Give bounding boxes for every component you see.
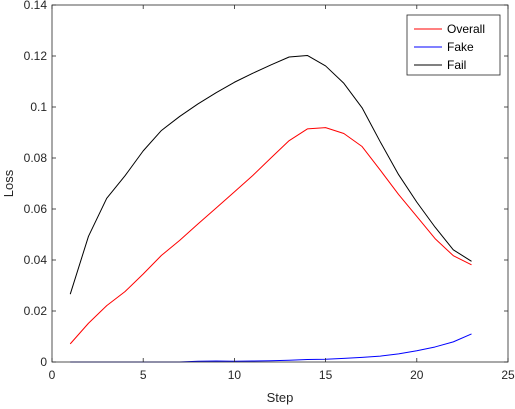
x-tick-label: 0 <box>49 368 56 382</box>
y-tick-label: 0.1 <box>30 100 47 114</box>
y-tick-label: 0.08 <box>24 151 48 165</box>
x-tick-label: 10 <box>228 368 242 382</box>
x-axis-title: Step <box>267 390 294 405</box>
y-tick-label: 0.02 <box>24 304 48 318</box>
x-tick-label: 20 <box>410 368 424 382</box>
y-tick-label: 0 <box>40 355 47 369</box>
y-axis-ticks: 0 0.02 0.04 0.06 0.08 0.1 0.12 0.14 <box>24 0 508 369</box>
x-axis-ticks: 0 5 10 15 20 25 <box>49 5 515 382</box>
x-tick-label: 15 <box>319 368 333 382</box>
legend-label-fake: Fake <box>447 40 474 54</box>
y-tick-label: 0.12 <box>24 49 48 63</box>
legend-label-fail: Fail <box>447 58 466 72</box>
y-tick-label: 0.14 <box>24 0 48 12</box>
axes-layer <box>51 4 509 363</box>
plot-frame <box>51 4 509 363</box>
y-tick-label: 0.06 <box>24 202 48 216</box>
y-axis-title: Loss <box>1 169 16 197</box>
x-tick-label: 25 <box>501 368 515 382</box>
x-tick-label: 5 <box>140 368 147 382</box>
legend-label-overall: Overall <box>447 22 485 36</box>
series-line-fail <box>69 54 472 295</box>
y-tick-label: 0.04 <box>24 253 48 267</box>
series-line-overall <box>69 127 472 345</box>
legend: Overall Fake Fail <box>406 14 501 76</box>
